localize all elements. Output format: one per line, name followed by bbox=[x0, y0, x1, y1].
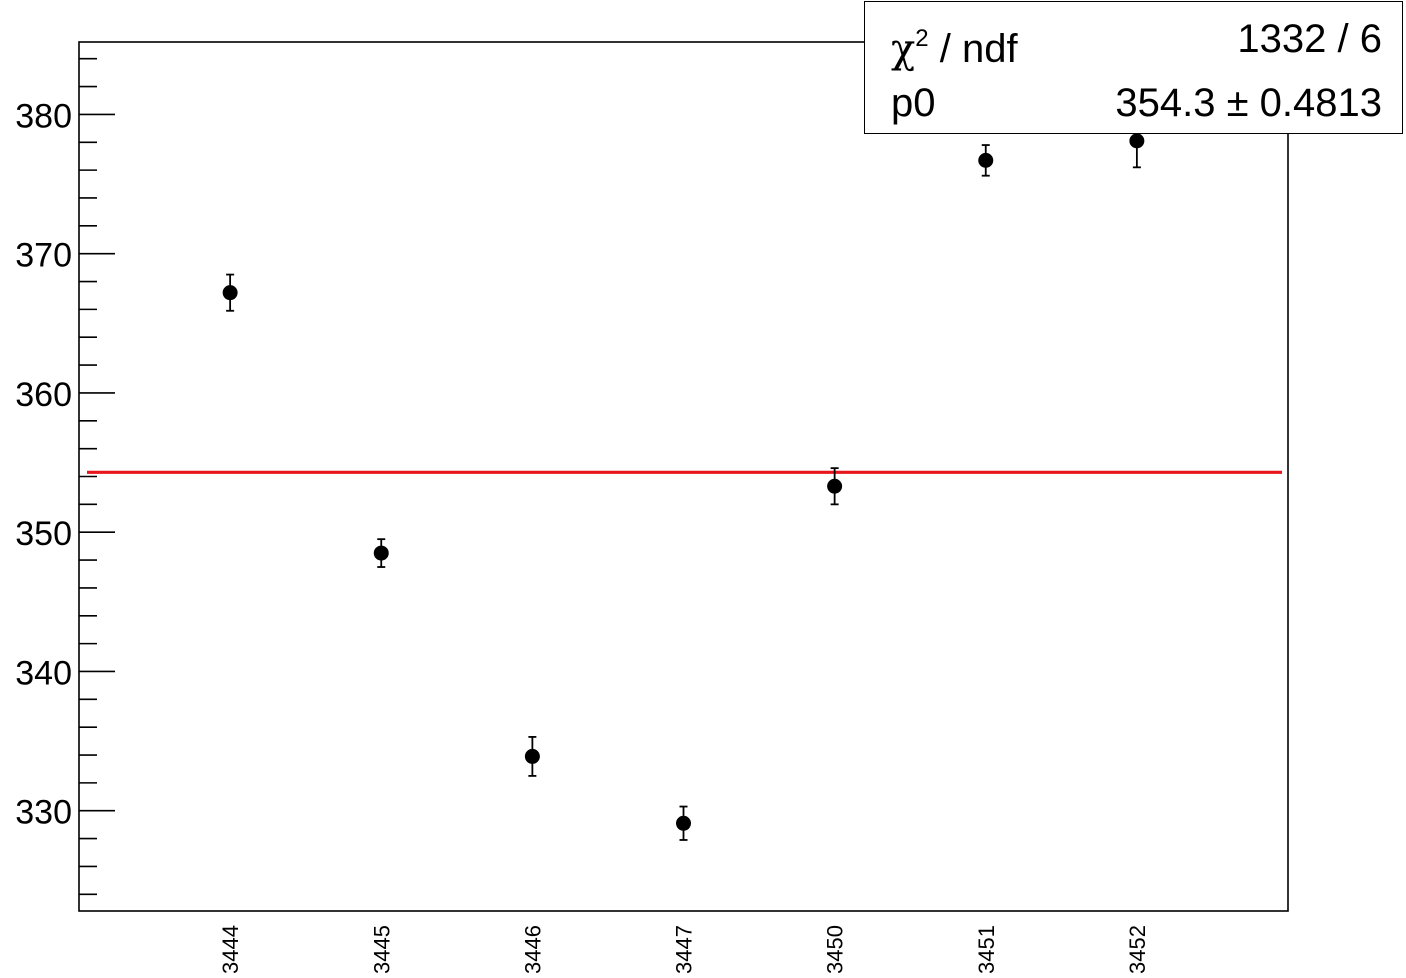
y-tick-label: 370 bbox=[15, 237, 72, 275]
data-point bbox=[373, 545, 389, 561]
stats-row-chi2: χ2 / ndf 1332 / 6 bbox=[891, 14, 1382, 72]
fit-stats-box: χ2 / ndf 1332 / 6 p0 354.3 ± 0.4813 bbox=[864, 1, 1403, 134]
x-tick-label: 3451 bbox=[974, 925, 999, 974]
data-point bbox=[978, 152, 994, 168]
y-tick-labels: 330 340 350 360 370 380 bbox=[15, 97, 72, 831]
chi2-ndf-label: χ2 / ndf bbox=[891, 14, 1018, 74]
data-point bbox=[676, 815, 691, 831]
x-tick-label: 3450 bbox=[823, 925, 848, 974]
y-tick-label: 360 bbox=[15, 376, 72, 414]
x-tick-label: 3445 bbox=[369, 925, 394, 974]
x-tick-label: 3446 bbox=[520, 925, 545, 974]
stats-row-p0: p0 354.3 ± 0.4813 bbox=[891, 78, 1382, 128]
data-point bbox=[827, 478, 843, 494]
x-tick-label: 3447 bbox=[672, 925, 697, 974]
error-bars bbox=[226, 113, 1141, 841]
data-point bbox=[222, 285, 238, 301]
y-tick-label: 340 bbox=[15, 654, 72, 692]
chi-symbol: χ bbox=[891, 26, 916, 72]
y-major-ticks bbox=[79, 113, 115, 812]
x-tick-labels: 3444 3445 3446 3447 3450 3451 3452 bbox=[218, 925, 1150, 974]
y-minor-ticks bbox=[79, 57, 97, 896]
chi2-ndf-value: 1332 / 6 bbox=[1237, 17, 1382, 61]
data-point bbox=[524, 748, 540, 764]
x-tick-label: 3444 bbox=[218, 925, 243, 974]
ndf-text: / ndf bbox=[928, 27, 1018, 71]
data-point bbox=[1129, 133, 1145, 149]
p0-label: p0 bbox=[891, 81, 936, 125]
plot-frame bbox=[78, 41, 1289, 912]
y-tick-label: 380 bbox=[15, 97, 72, 135]
y-tick-label: 350 bbox=[15, 515, 72, 553]
chi-superscript: 2 bbox=[915, 25, 929, 52]
data-points bbox=[222, 133, 1145, 831]
y-tick-label: 330 bbox=[15, 794, 72, 832]
p0-value: 354.3 ± 0.4813 bbox=[1115, 81, 1382, 125]
x-tick-label: 3452 bbox=[1125, 925, 1150, 974]
